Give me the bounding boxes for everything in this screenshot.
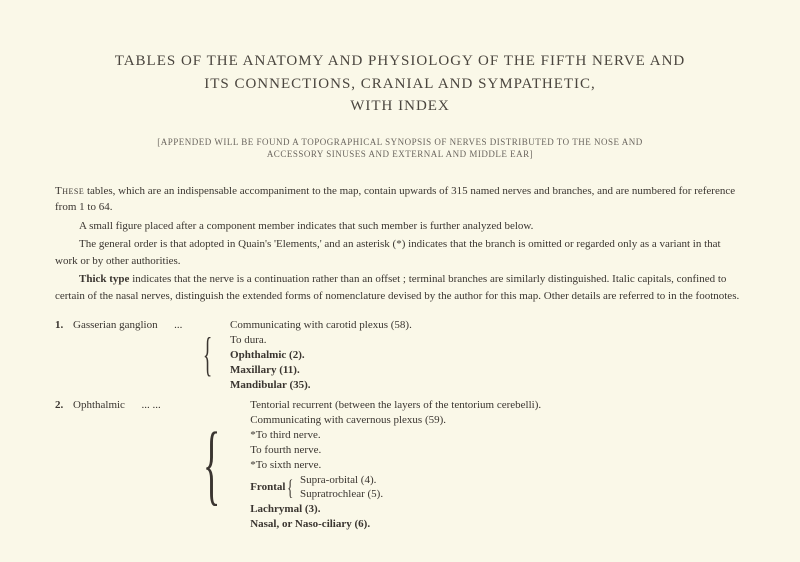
entry-item: Tentorial recurrent (between the layers … [250, 398, 541, 413]
entry-number: 2. [55, 398, 73, 532]
frontal-label: Frontal [250, 480, 285, 495]
entry-item: Communicating with cavernous plexus (59)… [250, 413, 541, 428]
entry-label: Ophthalmic ... ... [73, 398, 203, 532]
entry-item: Ophthalmic (2). [230, 348, 412, 363]
brace-icon: { [203, 336, 212, 374]
entry-brace: { [203, 398, 250, 532]
intro-block: These tables, which are an indispensable… [55, 183, 745, 305]
entry-item: Mandibular (35). [230, 378, 412, 393]
intro-p3: The general order is that adopted in Qua… [55, 236, 745, 269]
entry-item: *To sixth nerve. [250, 458, 541, 473]
frontal-sub-item: Supratrochlear (5). [300, 487, 383, 502]
title-line-3: WITH INDEX [55, 95, 745, 118]
entry-item: Lachrymal (3). [250, 502, 541, 517]
entry-label: Gasserian ganglion ... [73, 318, 203, 392]
intro-p4-body: indicates that the nerve is a continuati… [55, 273, 739, 302]
appendix-note: [APPENDED WILL BE FOUND A TOPOGRAPHICAL … [55, 136, 745, 161]
intro-p4: Thick type indicates that the nerve is a… [55, 271, 745, 304]
appendix-line-1: [APPENDED WILL BE FOUND A TOPOGRAPHICAL … [55, 136, 745, 149]
intro-p2: A small figure placed after a component … [55, 218, 745, 235]
table-entry-2: 2. Ophthalmic ... ... { Tentorial recurr… [55, 398, 745, 532]
entry-item: To fourth nerve. [250, 443, 541, 458]
frontal-sub: Supra-orbital (4). Supratrochlear (5). [300, 473, 383, 503]
intro-p4-lead: Thick type [79, 273, 129, 285]
entry-item: To dura. [230, 333, 412, 348]
table-entry-1: 1. Gasserian ganglion ... { Communicatin… [55, 318, 745, 392]
document-title: TABLES OF THE ANATOMY AND PHYSIOLOGY OF … [55, 50, 745, 118]
entry-number: 1. [55, 318, 73, 392]
title-line-1: TABLES OF THE ANATOMY AND PHYSIOLOGY OF … [55, 50, 745, 73]
intro-p1: These tables, which are an indispensable… [55, 183, 745, 216]
brace-icon: { [287, 479, 293, 497]
frontal-group: Frontal { Supra-orbital (4). Supratrochl… [250, 473, 541, 503]
entry-brace: { [203, 318, 230, 392]
entry-item: Nasal, or Naso-ciliary (6). [250, 517, 541, 532]
intro-p1-lead: These [55, 185, 84, 197]
entry-content: Communicating with carotid plexus (58). … [230, 318, 412, 392]
entry-item: *To third nerve. [250, 428, 541, 443]
entry-item: Maxillary (11). [230, 363, 412, 378]
entry-item: Communicating with carotid plexus (58). [230, 318, 412, 333]
entry-content: Tentorial recurrent (between the layers … [250, 398, 541, 532]
brace-icon: { [203, 429, 220, 501]
appendix-line-2: ACCESSORY SINUSES AND EXTERNAL AND MIDDL… [55, 148, 745, 161]
intro-p1-body: tables, which are an indispensable accom… [55, 185, 735, 214]
frontal-sub-item: Supra-orbital (4). [300, 473, 383, 488]
title-line-2: ITS CONNECTIONS, CRANIAL AND SYMPATHETIC… [55, 73, 745, 96]
